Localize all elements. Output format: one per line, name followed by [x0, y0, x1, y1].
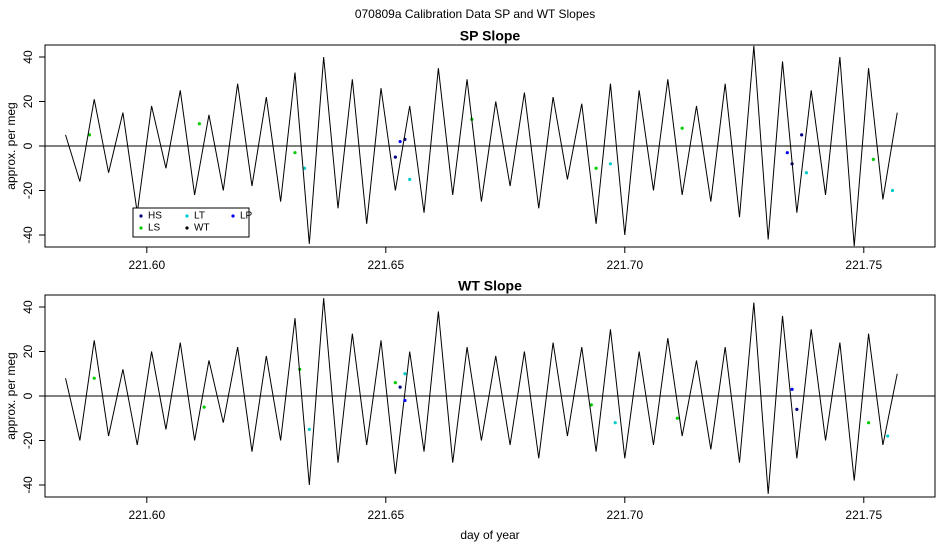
- series-point: [589, 403, 593, 407]
- series-point: [293, 151, 297, 155]
- series-point: [302, 166, 307, 170]
- figure-title: 070809a Calibration Data SP and WT Slope…: [355, 7, 595, 21]
- plot-frame: [44, 44, 936, 248]
- series-point: [871, 157, 875, 161]
- y-tick-label: -40: [21, 476, 35, 494]
- x-tick-label: 221.65: [367, 258, 404, 272]
- series-point: [866, 421, 871, 425]
- series-point: [804, 171, 809, 175]
- y-tick-label: -20: [21, 431, 35, 449]
- x-tick-label: 221.65: [367, 508, 404, 522]
- y-axis-label: approx. per meg: [4, 352, 18, 439]
- series-point: [403, 372, 407, 376]
- series-point: [403, 398, 407, 403]
- panel-title: WT Slope: [458, 278, 522, 294]
- legend-marker: [139, 214, 143, 218]
- series-point: [890, 188, 895, 193]
- x-tick-label: 221.70: [606, 258, 643, 272]
- series-point: [790, 387, 794, 391]
- series-line: [65, 45, 898, 247]
- legend-label: LS: [148, 223, 161, 234]
- series-point: [92, 376, 96, 380]
- series-point: [675, 416, 679, 420]
- legend-marker: [231, 214, 235, 218]
- series-point: [202, 405, 206, 409]
- x-tick-label: 221.75: [845, 258, 882, 272]
- plot-area: [65, 45, 898, 247]
- y-tick-label: 0: [21, 392, 35, 399]
- legend-label: WT: [194, 223, 210, 234]
- series-point: [398, 139, 402, 144]
- y-tick-label: 20: [21, 95, 35, 109]
- series-point: [307, 427, 311, 431]
- legend-marker: [139, 226, 143, 230]
- series-point: [608, 162, 613, 166]
- series-point: [886, 434, 890, 438]
- legend-label: LP: [240, 211, 253, 222]
- legend-label: LT: [194, 211, 205, 222]
- legend-marker: [185, 226, 189, 230]
- plot-area: [65, 298, 898, 494]
- y-axis-label: approx. per meg: [4, 102, 18, 189]
- x-tick-label: 221.60: [128, 258, 165, 272]
- y-tick-label: 40: [21, 50, 35, 64]
- series-point: [785, 151, 789, 155]
- series-line: [65, 298, 898, 494]
- y-tick-label: 40: [21, 300, 35, 314]
- y-tick-label: -20: [21, 181, 35, 199]
- legend-box: [132, 207, 250, 238]
- series-point: [680, 126, 684, 130]
- series-point: [800, 133, 804, 137]
- legend-label: HS: [148, 211, 162, 222]
- legend-marker: [185, 214, 189, 218]
- x-tick-label: 221.60: [128, 508, 165, 522]
- series-point: [393, 155, 397, 159]
- series-point: [393, 381, 397, 385]
- x-tick-label: 221.75: [845, 508, 882, 522]
- y-tick-label: 20: [21, 345, 35, 359]
- x-axis-label: day of year: [460, 528, 519, 542]
- series-point: [398, 385, 402, 389]
- y-tick-label: 0: [21, 142, 35, 149]
- x-tick-label: 221.70: [606, 508, 643, 522]
- panel-title: SP Slope: [460, 28, 521, 44]
- series-point: [613, 421, 617, 425]
- series-point: [408, 177, 412, 181]
- series-point: [795, 407, 799, 411]
- series-point: [594, 166, 598, 170]
- plot-frame: [44, 294, 936, 498]
- series-point: [197, 122, 201, 126]
- y-tick-label: -40: [21, 226, 35, 244]
